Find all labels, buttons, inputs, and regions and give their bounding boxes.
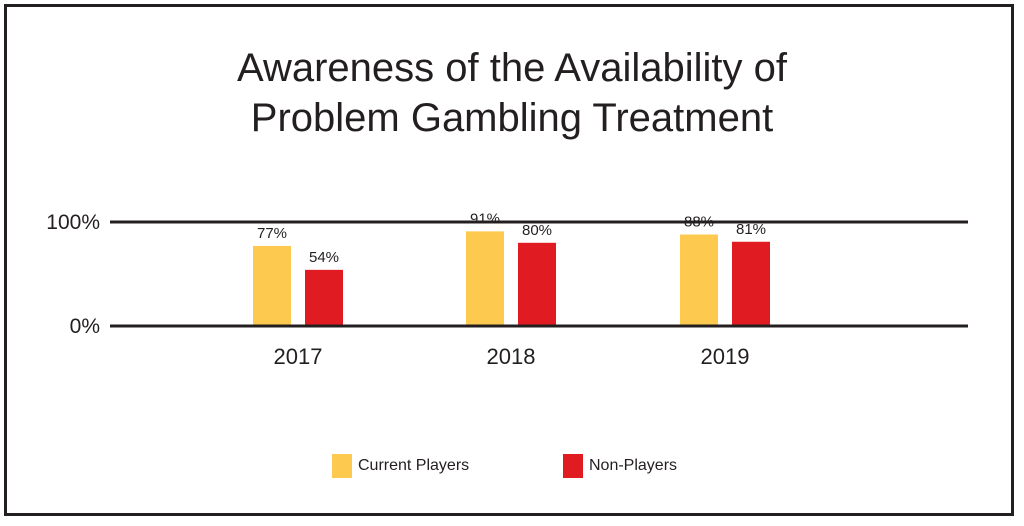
data-label-non-players-2019: 81% [736,221,766,238]
bar-non-players-2017 [305,269,343,326]
chart-title-line-2: Problem Gambling Treatment [250,96,774,140]
data-label-non-players-2018: 80% [522,222,552,239]
legend-item-current-players: Current Players [332,453,469,479]
chart-title-line-1: Awareness of the Availability of [237,46,787,90]
data-label-current-players-2018: 91% [470,210,500,227]
legend-swatch-current-players [332,454,352,478]
chart-frame [4,4,1014,516]
bar-current-players-2017 [253,245,291,326]
legend-label-current-players: Current Players [358,457,470,474]
bar-non-players-2019 [732,241,770,326]
bar-current-players-2018 [466,231,504,326]
legend: Current Players Non-Players [0,453,1024,479]
legend-label-non-players: Non-Players [589,457,678,474]
x-tick-label-2019: 2019 [701,344,750,369]
y-tick-label-0: 0% [70,315,100,338]
data-label-current-players-2017: 77% [257,225,287,242]
bar-non-players-2018 [518,242,556,326]
data-label-non-players-2017: 54% [309,249,339,266]
data-label-current-players-2019: 88% [684,213,714,230]
x-tick-label-2018: 2018 [487,344,536,369]
x-tick-label-2017: 2017 [274,344,323,369]
bar-current-players-2019 [680,234,718,326]
legend-item-non-players: Non-Players [563,453,677,479]
y-tick-label-100: 100% [46,211,100,234]
legend-swatch-non-players [563,454,583,478]
